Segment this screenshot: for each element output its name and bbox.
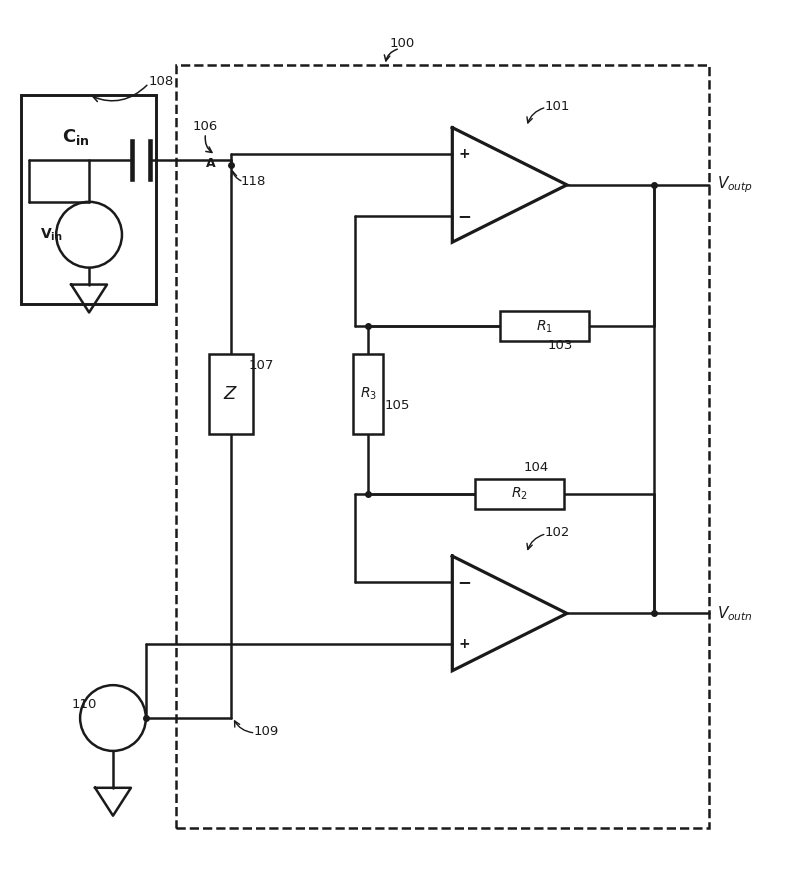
Text: $R_3$: $R_3$ <box>360 386 377 402</box>
Text: +: + <box>458 147 470 161</box>
Text: 102: 102 <box>545 526 570 538</box>
Text: $\mathbf{V_{in}}$: $\mathbf{V_{in}}$ <box>40 226 62 243</box>
Bar <box>176 65 709 827</box>
Text: 107: 107 <box>249 359 274 372</box>
Text: $R_1$: $R_1$ <box>536 318 553 335</box>
Text: 100: 100 <box>390 37 415 50</box>
Text: −: − <box>458 574 471 591</box>
Text: A: A <box>206 157 215 170</box>
Text: $V_{outn}$: $V_{outn}$ <box>717 604 753 622</box>
Text: +: + <box>458 637 470 652</box>
Text: 106: 106 <box>193 120 218 133</box>
Text: 109: 109 <box>254 725 278 738</box>
Text: 104: 104 <box>523 461 549 474</box>
Text: 105: 105 <box>385 399 410 412</box>
Polygon shape <box>452 127 567 242</box>
Text: 103: 103 <box>547 339 573 353</box>
Bar <box>474 479 565 509</box>
Bar <box>353 354 383 434</box>
Text: 110: 110 <box>71 698 97 711</box>
Text: 118: 118 <box>241 175 266 188</box>
Bar <box>209 354 253 434</box>
Text: $\mathbf{C_{in}}$: $\mathbf{C_{in}}$ <box>62 127 90 147</box>
Bar <box>500 311 590 341</box>
Text: −: − <box>458 207 471 225</box>
Text: $\mathit{Z}$: $\mathit{Z}$ <box>223 385 238 403</box>
Text: 108: 108 <box>149 75 174 88</box>
Bar <box>22 95 156 304</box>
Text: $V_{outp}$: $V_{outp}$ <box>717 175 753 195</box>
Polygon shape <box>452 556 567 671</box>
Text: 101: 101 <box>545 100 570 113</box>
Text: $R_2$: $R_2$ <box>511 485 528 502</box>
